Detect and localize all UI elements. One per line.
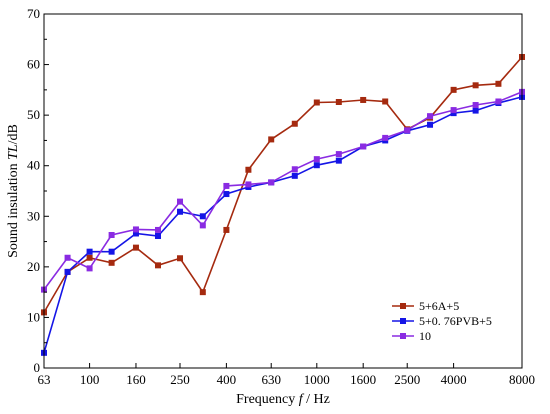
data-point — [404, 127, 411, 134]
data-point — [291, 166, 298, 173]
data-point — [313, 162, 320, 169]
axis-text: Frequency — [236, 392, 295, 407]
legend-item: 5+6A+5 — [392, 299, 459, 313]
data-point — [132, 230, 139, 237]
data-point — [245, 181, 252, 188]
legend-label: 10 — [419, 329, 431, 343]
legend-marker — [400, 333, 406, 339]
data-point — [313, 156, 320, 163]
data-point — [223, 191, 230, 198]
y-tick-label: 40 — [27, 158, 40, 173]
data-point — [335, 151, 342, 158]
data-point — [495, 80, 502, 87]
data-point — [86, 254, 93, 261]
data-point — [450, 110, 457, 117]
y-tick-label: 70 — [27, 6, 40, 21]
data-point — [223, 182, 230, 189]
series-line — [43, 56, 523, 313]
y-tick-label: 60 — [27, 57, 40, 72]
x-axis-title: Frequency f / Hz — [236, 392, 330, 407]
data-point — [472, 82, 479, 89]
x-tick-label: 250 — [170, 372, 190, 387]
axis-text: / Hz — [306, 392, 330, 407]
data-point — [86, 248, 93, 255]
data-point — [177, 255, 184, 262]
data-point — [108, 248, 115, 255]
data-point — [268, 136, 275, 143]
data-point — [268, 179, 275, 186]
data-point — [427, 121, 434, 128]
x-tick-label: 1600 — [350, 372, 376, 387]
data-point — [154, 233, 161, 240]
data-point — [223, 226, 230, 233]
axis-text: Sound insulation — [6, 160, 21, 258]
series-layer — [41, 53, 525, 356]
series-3 — [41, 88, 525, 293]
data-point — [472, 102, 479, 109]
data-point — [335, 98, 342, 105]
x-tick-label: 630 — [261, 372, 281, 387]
x-tick-label: 63 — [38, 372, 51, 387]
axis-symbol: TL — [6, 144, 21, 160]
data-point — [154, 226, 161, 233]
y-tick-label: 0 — [34, 360, 41, 375]
data-point — [472, 107, 479, 114]
x-tick-label: 8000 — [509, 372, 535, 387]
series-line — [43, 96, 523, 354]
data-point — [360, 96, 367, 103]
x-axis: 63 100 160 250 400 630 1000 1600 2500 4000 8000 — [38, 363, 535, 387]
y-tick-label: 20 — [27, 259, 40, 274]
y-tick-label: 30 — [27, 208, 40, 223]
data-point — [427, 113, 434, 120]
data-point — [382, 134, 389, 141]
y-axis: 0 10 20 30 40 50 60 70 — [27, 6, 49, 375]
x-tick-label: 100 — [80, 372, 100, 387]
data-point — [108, 231, 115, 238]
axis-text: /dB — [6, 124, 21, 144]
data-point — [313, 99, 320, 106]
x-tick-label: 4000 — [441, 372, 467, 387]
data-point — [108, 259, 115, 266]
data-point — [86, 265, 93, 272]
y-tick-label: 10 — [27, 309, 40, 324]
data-point — [177, 208, 184, 215]
series-line — [43, 91, 523, 291]
data-point — [245, 166, 252, 173]
data-point — [132, 226, 139, 233]
data-point — [154, 262, 161, 269]
legend-label: 5+0. 76PVB+5 — [419, 314, 492, 328]
series-1 — [41, 53, 525, 316]
y-tick-label: 50 — [27, 107, 40, 122]
legend-marker — [400, 318, 406, 324]
data-point — [291, 120, 298, 127]
data-point — [382, 98, 389, 105]
x-tick-label: 2500 — [394, 372, 420, 387]
x-axis-title-text: Frequency f / Hz — [236, 392, 330, 407]
x-tick-label: 1000 — [304, 372, 330, 387]
data-point — [199, 213, 206, 220]
y-axis-title-text: Sound insulation TL/dB — [6, 124, 21, 258]
data-point — [64, 268, 71, 275]
data-point — [450, 86, 457, 93]
legend-marker — [400, 303, 406, 309]
legend-item: 10 — [392, 329, 431, 343]
data-point — [199, 222, 206, 229]
x-tick-label: 400 — [217, 372, 237, 387]
data-point — [177, 198, 184, 205]
x-tick-label: 160 — [126, 372, 146, 387]
data-point — [132, 244, 139, 251]
data-point — [360, 143, 367, 150]
legend: 5+6A+55+0. 76PVB+510 — [392, 299, 492, 343]
legend-label: 5+6A+5 — [419, 299, 459, 313]
data-point — [291, 172, 298, 179]
y-axis-title: Sound insulation TL/dB — [6, 124, 21, 258]
data-point — [450, 107, 457, 114]
data-point — [64, 254, 71, 261]
legend-item: 5+0. 76PVB+5 — [392, 314, 492, 328]
data-point — [199, 289, 206, 296]
data-point — [335, 157, 342, 164]
axis-symbol: f — [295, 392, 306, 407]
data-point — [495, 98, 502, 105]
